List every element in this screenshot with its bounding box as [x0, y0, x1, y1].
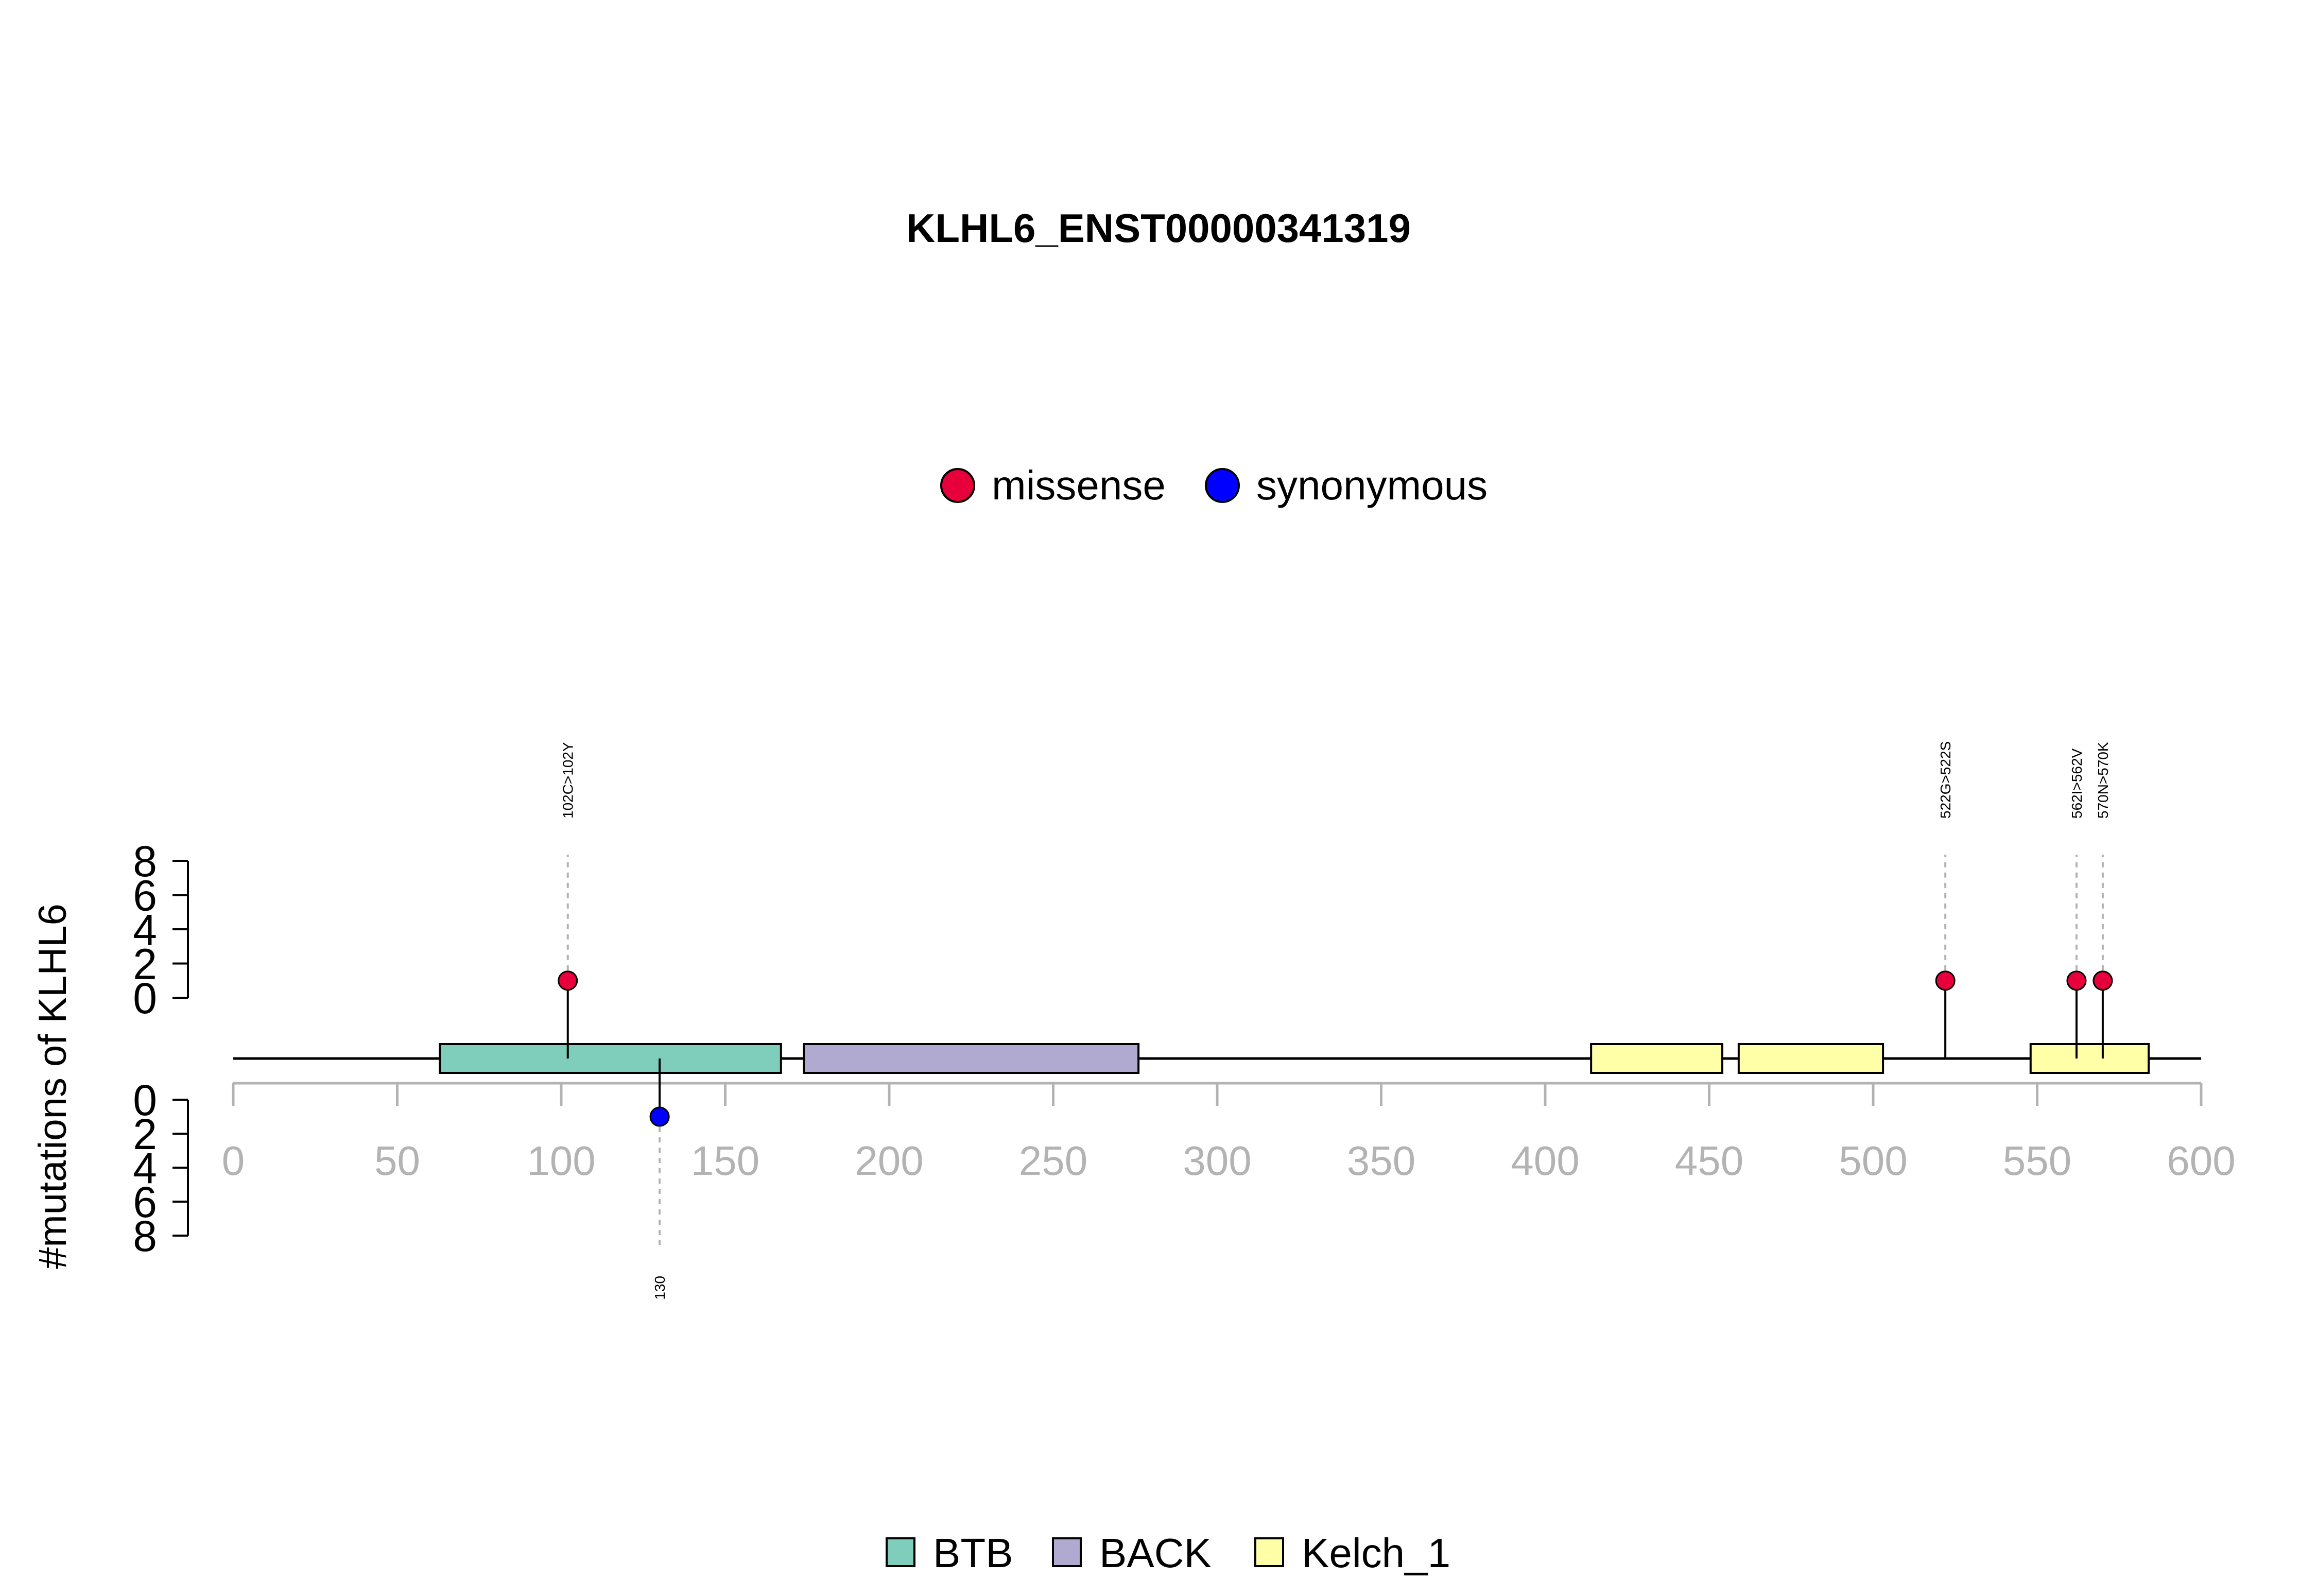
x-tick-label: 200 — [855, 1138, 923, 1184]
mutation-missense: 570N>570K — [2093, 742, 2113, 1059]
x-tick-label: 0 — [222, 1138, 245, 1184]
y-tick-label: 4 — [133, 906, 157, 954]
legend-marker-missense — [940, 468, 975, 503]
x-tick-label: 250 — [1019, 1138, 1087, 1184]
mutation-label: 562I>562V — [2069, 748, 2085, 819]
mutation-point — [649, 1106, 670, 1127]
y-tick-label: 0 — [133, 974, 157, 1022]
mutation-lollipops: 102C>102Y 522G>522S 562I>562V 570N>570K 130 — [558, 741, 2113, 1300]
mutation-label: 130 — [652, 1276, 668, 1300]
x-tick-label: 450 — [1675, 1138, 1743, 1184]
mutation-label: 102C>102Y — [560, 742, 576, 819]
y-tick-label: 6 — [133, 872, 157, 920]
legend-label-missense: missense — [992, 462, 1166, 508]
legend-label-synonymous: synonymous — [1256, 462, 1488, 508]
domain-box-Kelch_1 — [2029, 1043, 2150, 1074]
mutation-label: 570N>570K — [2095, 742, 2111, 819]
x-tick-label: 300 — [1183, 1138, 1251, 1184]
legend-marker-synonymous — [1205, 468, 1240, 503]
x-tick-label: 50 — [374, 1138, 420, 1184]
y-tick-label: 2 — [133, 1110, 157, 1158]
y-tick-label: 8 — [133, 837, 157, 886]
x-tick-label: 400 — [1511, 1138, 1579, 1184]
mutation-legend: missense synonymous — [940, 462, 1488, 508]
legend-swatch-BACK — [1052, 1537, 1082, 1567]
mutation-label: 522G>522S — [1938, 741, 1953, 819]
domain-box-Kelch_1 — [1737, 1043, 1884, 1074]
mutation-missense: 522G>522S — [1935, 741, 1956, 1059]
y-tick-label: 8 — [133, 1212, 157, 1260]
legend-label-Kelch_1: Kelch_1 — [1302, 1530, 1450, 1576]
domain-boxes — [439, 1043, 2150, 1074]
mutation-point — [2066, 970, 2087, 991]
y-tick-label: 6 — [133, 1178, 157, 1226]
x-tick-label: 350 — [1347, 1138, 1415, 1184]
legend-swatch-BTB — [886, 1537, 915, 1567]
domain-box-Kelch_1 — [1590, 1043, 1723, 1074]
domain-box-BTB — [439, 1043, 782, 1074]
legend-swatch-Kelch_1 — [1254, 1537, 1284, 1567]
y-tick-label: 0 — [133, 1076, 157, 1124]
mutation-missense: 562I>562V — [2066, 748, 2087, 1059]
chart-title: KLHL6_ENST00000341319 — [906, 205, 1411, 251]
mutation-synonymous: 130 — [649, 1059, 670, 1300]
domain-box-BACK — [803, 1043, 1140, 1074]
x-tick-label: 550 — [2003, 1138, 2071, 1184]
y-tick-label: 4 — [133, 1144, 157, 1192]
mutation-point — [1935, 970, 1956, 991]
mutation-point — [558, 970, 578, 991]
x-tick-label: 500 — [1839, 1138, 1907, 1184]
legend-label-BACK: BACK — [1099, 1530, 1212, 1576]
x-tick-label: 600 — [2167, 1138, 2235, 1184]
x-tick-label: 100 — [527, 1138, 595, 1184]
x-axis: 0 50 100 150 200 250 300 350 400 450 500 550 600 — [222, 1082, 2236, 1184]
mutation-point — [2093, 970, 2113, 991]
x-tick-label: 150 — [691, 1138, 759, 1184]
y-tick-label: 2 — [133, 940, 157, 988]
y-axis-label: #mutations of KLHL6 — [31, 904, 75, 1269]
domain-legend: BTB BACK Kelch_1 — [886, 1530, 1450, 1576]
legend-label-BTB: BTB — [933, 1530, 1013, 1576]
mutation-missense: 102C>102Y — [558, 742, 578, 1059]
